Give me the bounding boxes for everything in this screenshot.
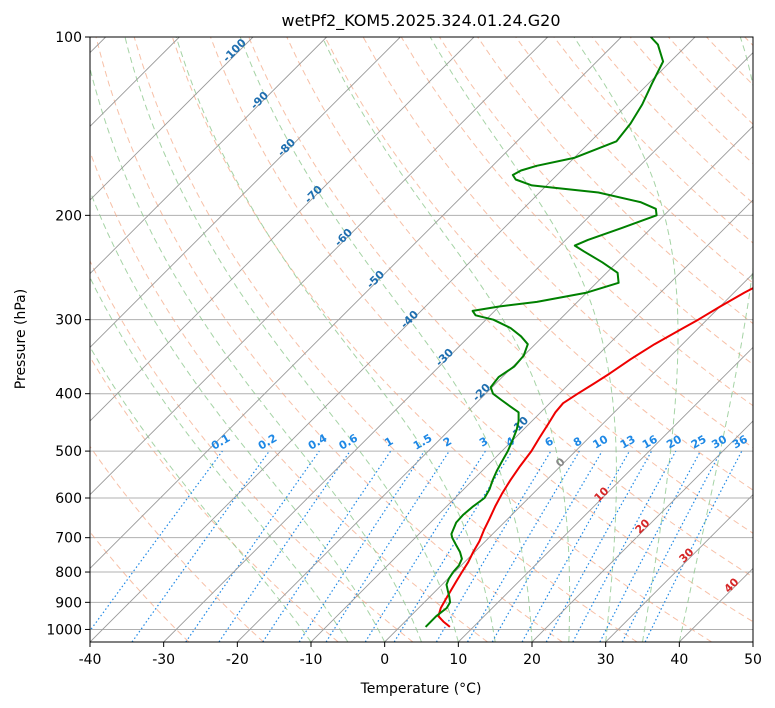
- dry-adiabat-line: [515, 37, 753, 284]
- isotherm-line: [90, 37, 475, 422]
- dry-adiabat-line: [248, 37, 753, 578]
- x-tick-label: 10: [449, 652, 467, 668]
- isotherm-line: [90, 37, 401, 348]
- mixing-ratio-line: [325, 450, 450, 642]
- dry-adiabat-line: [95, 37, 563, 642]
- y-tick-label: 800: [55, 565, 82, 581]
- x-tick-label: -20: [226, 652, 249, 668]
- mixing-ratio-line: [393, 450, 513, 642]
- dry-adiabat-line: [90, 356, 339, 642]
- x-tick-label: 50: [744, 652, 762, 668]
- dry-adiabat-line: [210, 37, 753, 623]
- y-tick-label: 1000: [46, 622, 82, 638]
- dry-adiabat-line: [286, 37, 753, 534]
- mixing-ratio-line: [131, 450, 270, 642]
- mixing-ratio-line: [521, 450, 631, 642]
- y-axis-title: Pressure (hPa): [13, 289, 29, 389]
- dry-adiabat-line: [171, 37, 712, 642]
- isotherm-line: [384, 273, 753, 642]
- dry-adiabat-line: [133, 37, 638, 642]
- y-tick-label: 700: [55, 531, 82, 547]
- y-tick-label: 900: [55, 595, 82, 611]
- x-tick-label: -30: [152, 652, 175, 668]
- moist-adiabat-line: [90, 66, 422, 642]
- x-axis: -40 -30 -20 -10 0 10 20 30 40 50: [79, 642, 762, 668]
- sounding-series: [424, 37, 753, 628]
- x-tick-label: -10: [300, 652, 323, 668]
- isotherm-line: [90, 37, 696, 642]
- isotherm-line: [237, 125, 753, 642]
- mixing-ratio-line: [644, 450, 743, 642]
- isotherm-line: [458, 346, 753, 642]
- x-tick-label: -40: [79, 652, 102, 668]
- x-tick-label: 30: [597, 652, 615, 668]
- isotherm-line: [605, 494, 753, 642]
- y-tick-label: 600: [55, 491, 82, 507]
- isotherm-line: [531, 420, 753, 642]
- y-tick-label: 400: [55, 387, 82, 403]
- plot-frame: [89, 36, 754, 643]
- moist-adiabat-line: [90, 276, 349, 642]
- dry-adiabat-line: [90, 259, 414, 642]
- y-tick-label: 300: [55, 313, 82, 329]
- y-tick-label: 200: [55, 208, 82, 224]
- x-tick-label: 0: [380, 652, 389, 668]
- moist-adiabat-line: [175, 37, 496, 642]
- moist-adiabat-line: [321, 37, 571, 642]
- mixing-ratio-lines: [90, 450, 743, 642]
- moist-adiabat-line: [239, 37, 533, 642]
- x-tick-label: 40: [670, 652, 688, 668]
- mixing-ratio-line: [572, 450, 677, 642]
- moist-adiabat-line: [678, 37, 753, 642]
- mixing-ratio-line: [545, 450, 653, 642]
- isotherm-line: [90, 37, 622, 569]
- isotherm-line: [163, 52, 753, 642]
- isotherm-line: [90, 37, 327, 275]
- mixing-ratio-line: [262, 450, 392, 642]
- y-tick-label: 500: [55, 444, 82, 460]
- dry-adiabat-line: [90, 445, 264, 642]
- isotherm-line: [90, 37, 548, 496]
- temperature-profile-line: [437, 286, 753, 628]
- moist-adiabat-line: [90, 189, 386, 642]
- y-tick-label: 100: [55, 30, 82, 46]
- isotherm-line: [90, 37, 254, 201]
- moist-adiabat-line: [573, 37, 679, 642]
- moist-adiabat-line: [429, 37, 617, 642]
- mixing-ratio-line: [218, 450, 351, 642]
- y-axis: 1000 900 800 700 600 500 400 300 200 100: [46, 30, 90, 638]
- dry-adiabats: [90, 37, 753, 642]
- x-tick-label: 20: [523, 652, 541, 668]
- isotherm-line: [310, 199, 753, 642]
- dry-adiabat-line: [324, 37, 753, 491]
- mixing-ratio-line: [185, 450, 320, 642]
- x-axis-title: Temperature (°C): [360, 681, 482, 697]
- isotherms: [90, 37, 753, 642]
- dewpoint-profile-line: [424, 37, 665, 628]
- mixing-ratio-line: [298, 450, 425, 642]
- chart-title: wetPf2_KOM5.2025.324.01.24.G20: [281, 11, 560, 31]
- mixing-ratio-line: [90, 450, 223, 632]
